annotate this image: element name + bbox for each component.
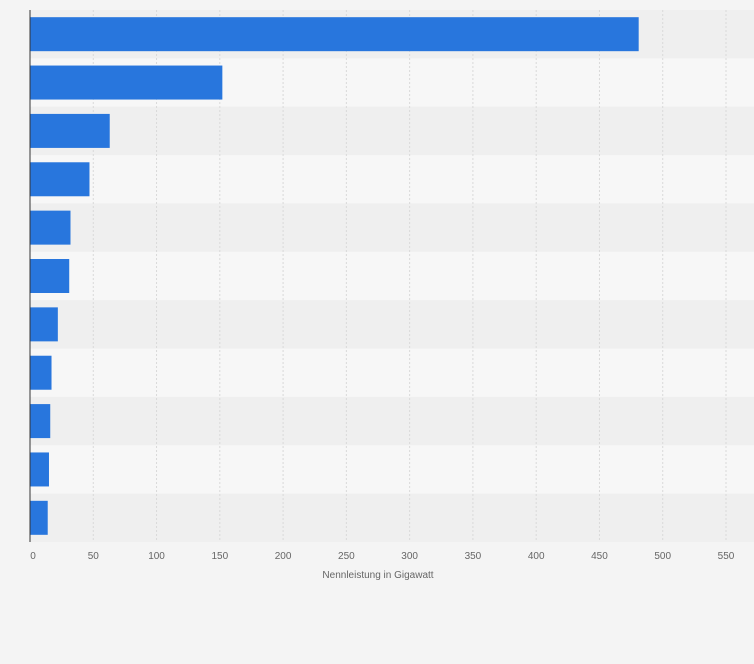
row-band <box>30 348 754 397</box>
bar <box>30 500 48 535</box>
x-tick-label: 200 <box>275 551 292 562</box>
row-band <box>30 106 754 156</box>
bar <box>30 259 70 293</box>
x-tick-label: 0 <box>30 551 36 562</box>
x-tick-label: 350 <box>465 551 482 562</box>
bar <box>30 307 58 342</box>
bar <box>30 452 49 487</box>
bar <box>30 210 71 245</box>
row-bands <box>30 10 754 542</box>
x-tick-labels: 0 50 100 150 200 250 300 350 400 450 500 550 <box>30 551 735 562</box>
row-band <box>30 445 754 494</box>
bar <box>30 17 639 52</box>
x-tick-label: 50 <box>88 551 100 562</box>
bar <box>30 404 51 439</box>
x-tick-label: 300 <box>401 551 418 562</box>
x-tick-label: 500 <box>654 551 671 562</box>
grid-lines <box>92 10 727 542</box>
x-tick-label: 550 <box>718 551 735 562</box>
row-band <box>30 493 754 542</box>
x-tick-label: 400 <box>528 551 545 562</box>
x-tick-label: 100 <box>148 551 165 562</box>
bar <box>30 355 52 390</box>
x-tick-label: 450 <box>591 551 608 562</box>
x-axis-title: Nennleistung in Gigawatt <box>322 570 433 581</box>
row-band <box>30 203 754 252</box>
x-tick-label: 250 <box>338 551 355 562</box>
bar <box>30 113 110 148</box>
bar <box>30 65 223 100</box>
row-band <box>30 396 754 446</box>
row-band <box>30 155 754 204</box>
row-band <box>30 251 754 301</box>
bars <box>30 17 639 535</box>
bar <box>30 162 90 197</box>
row-band <box>30 300 754 349</box>
x-tick-label: 150 <box>211 551 228 562</box>
